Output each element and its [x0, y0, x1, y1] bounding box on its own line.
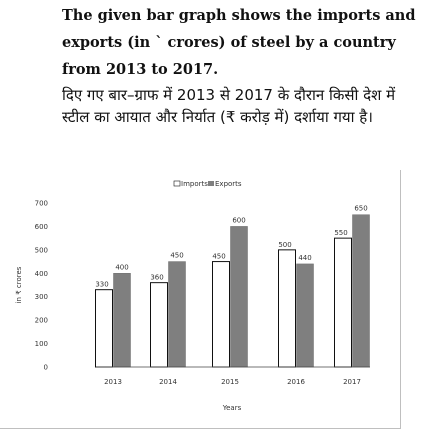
x-tick-label: 2017 — [343, 378, 361, 386]
x-axis-title: Years — [222, 404, 242, 412]
data-label-imports-2013: 330 — [95, 281, 108, 289]
question-hindi: दिए गए बार–ग्राफ में 2013 से 2017 के दौर… — [62, 86, 396, 126]
y-tick-label: 700 — [35, 200, 48, 208]
bar-exports-2017 — [352, 214, 370, 368]
bar-imports-2016 — [278, 249, 296, 368]
data-label-exports-2017: 650 — [354, 205, 367, 213]
y-tick-label: 100 — [35, 340, 48, 348]
data-label-imports-2017: 550 — [334, 229, 347, 237]
data-label-exports-2016: 440 — [298, 254, 311, 262]
y-tick-label: 0 — [44, 364, 48, 372]
data-label-exports-2013: 400 — [115, 263, 128, 271]
legend-label-exports: Exports — [215, 180, 242, 188]
legend-swatch-exports — [208, 181, 214, 186]
bar-imports-2013 — [95, 289, 113, 368]
y-tick-label: 300 — [35, 293, 48, 301]
bar-exports-2015 — [230, 226, 248, 368]
data-label-imports-2016: 500 — [278, 241, 291, 249]
y-tick-label: 400 — [35, 270, 48, 278]
y-tick-label: 600 — [35, 223, 48, 231]
bar-imports-2015 — [212, 261, 230, 368]
x-tick-label: 2016 — [287, 378, 305, 386]
chart-legend: Imports Exports — [173, 180, 242, 188]
chart-bars: 330 400 360 450 450 600 500 440 550 650 — [95, 205, 370, 368]
bar-exports-2014 — [168, 261, 186, 368]
data-label-exports-2014: 450 — [170, 252, 183, 260]
x-tick-label: 2015 — [221, 378, 239, 386]
x-tick-label: 2014 — [159, 378, 177, 386]
question-english: The given bar graph shows the imports an… — [62, 7, 416, 78]
bar-imports-2014 — [150, 282, 168, 368]
bar-imports-2017 — [334, 237, 352, 368]
x-axis-ticks: 2013 2014 2015 2016 2017 — [104, 378, 361, 386]
x-tick-label: 2013 — [104, 378, 122, 386]
y-tick-label: 500 — [35, 246, 48, 254]
bar-chart: Imports Exports 0 100 200 300 400 500 600 700 33… — [15, 180, 370, 412]
data-label-exports-2015: 600 — [232, 216, 245, 224]
y-axis-title: in ₹ crores — [15, 266, 23, 303]
data-label-imports-2015: 450 — [212, 253, 225, 261]
legend-swatch-imports — [173, 180, 181, 187]
data-label-imports-2014: 360 — [150, 274, 163, 282]
y-axis-ticks: 0 100 200 300 400 500 600 700 — [35, 200, 48, 372]
bar-exports-2013 — [113, 273, 131, 368]
y-tick-label: 200 — [35, 317, 48, 325]
bar-exports-2016 — [296, 263, 314, 368]
legend-label-imports: Imports — [181, 180, 208, 188]
chart-frame: Imports Exports 0 100 200 300 400 500 600 700 33… — [0, 170, 401, 429]
